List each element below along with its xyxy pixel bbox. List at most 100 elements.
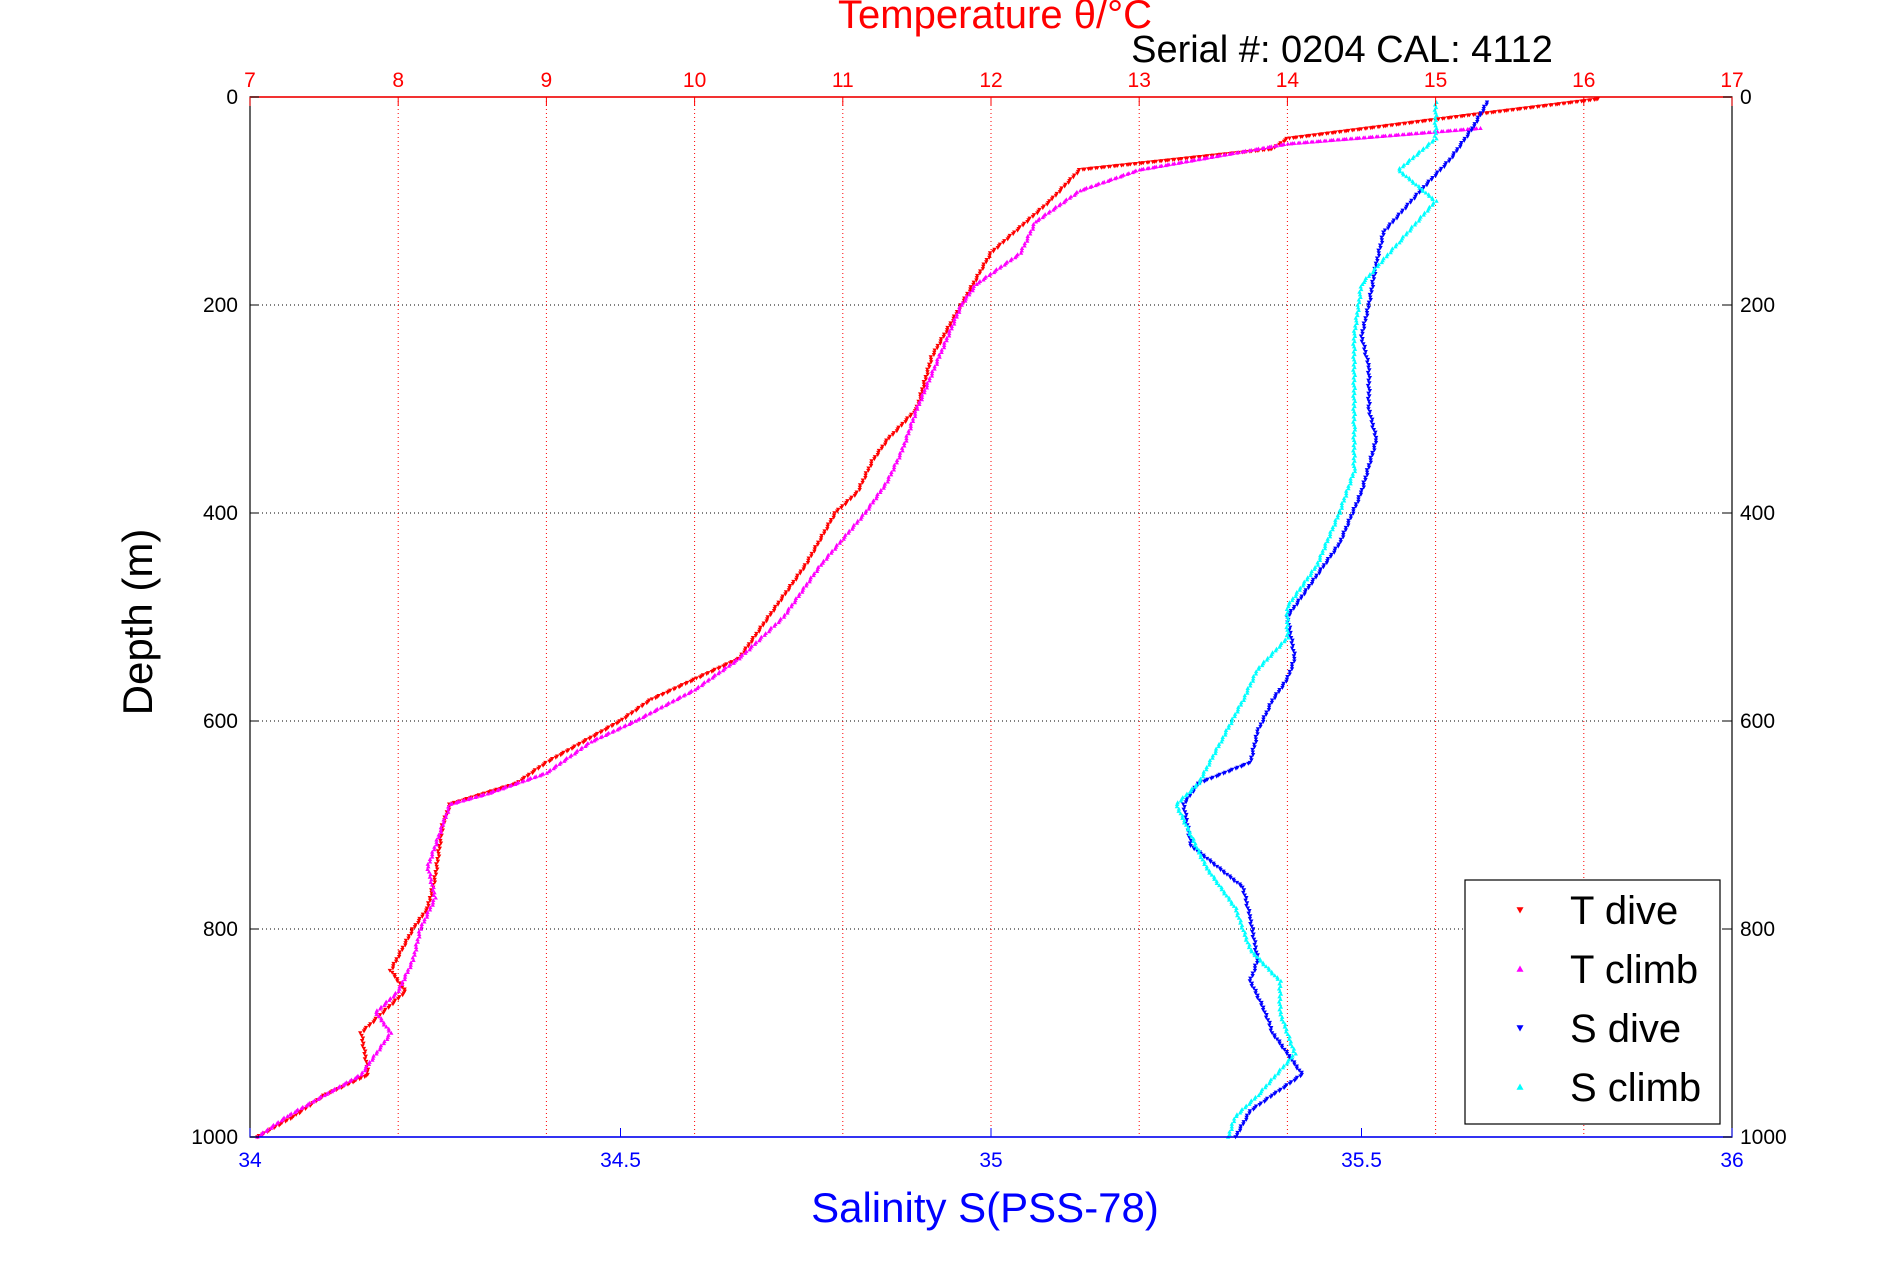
data-point — [377, 1006, 383, 1011]
data-point — [1348, 136, 1353, 141]
data-point — [378, 1043, 384, 1048]
data-point — [876, 450, 881, 455]
data-point — [1357, 292, 1363, 297]
data-point — [1275, 1071, 1281, 1076]
data-point — [1255, 958, 1260, 963]
data-point — [1332, 522, 1338, 527]
data-point — [1250, 753, 1256, 757]
data-point — [1361, 485, 1367, 490]
data-point — [1204, 866, 1210, 871]
data-point — [1272, 1035, 1277, 1040]
data-point — [432, 880, 438, 885]
data-point — [1176, 806, 1182, 811]
data-point — [433, 870, 438, 874]
data-point — [1381, 230, 1386, 235]
data-point — [981, 277, 986, 282]
data-point — [793, 598, 798, 603]
data-point — [391, 964, 396, 969]
data-point — [414, 947, 419, 952]
data-point — [1352, 458, 1357, 463]
data-point — [771, 609, 777, 613]
data-point — [598, 735, 603, 740]
data-point — [417, 916, 422, 921]
data-point — [1226, 725, 1231, 730]
data-point — [1367, 394, 1372, 399]
data-point — [436, 832, 441, 837]
data-point — [379, 1016, 384, 1021]
data-point — [974, 282, 979, 286]
data-point — [658, 705, 664, 710]
legend-label: T climb — [1570, 948, 1698, 992]
data-point — [991, 270, 997, 275]
data-point — [824, 556, 829, 561]
data-point — [1019, 246, 1025, 250]
data-point — [1248, 976, 1253, 981]
data-point — [1255, 727, 1261, 732]
data-point — [912, 414, 918, 419]
data-point — [1249, 947, 1254, 952]
data-point — [1241, 928, 1246, 932]
data-point — [919, 387, 925, 392]
data-point — [1291, 1049, 1296, 1054]
data-point — [1284, 1052, 1290, 1056]
data-point — [425, 867, 430, 871]
data-point — [384, 1024, 389, 1029]
data-point — [716, 671, 721, 676]
data-point — [1242, 693, 1247, 698]
data-point — [1235, 910, 1240, 915]
data-point — [1376, 253, 1382, 258]
data-point — [1367, 402, 1373, 406]
data-point — [1266, 708, 1272, 712]
x-bottom-tick-label: 34 — [238, 1149, 262, 1172]
data-point — [793, 596, 799, 601]
data-point — [1397, 240, 1402, 245]
data-point — [1368, 295, 1373, 300]
data-point — [1268, 1026, 1274, 1030]
data-point — [1257, 1103, 1262, 1107]
data-point — [1061, 200, 1067, 205]
data-point — [1204, 864, 1209, 869]
data-point — [1299, 594, 1304, 599]
data-point — [789, 602, 795, 607]
data-point — [1356, 297, 1362, 302]
data-point — [747, 647, 752, 652]
data-point — [1357, 289, 1362, 294]
data-point — [818, 562, 824, 567]
data-point — [1019, 248, 1024, 253]
data-point — [957, 309, 962, 314]
data-point — [1078, 188, 1083, 193]
data-point — [412, 950, 417, 955]
data-point — [922, 387, 927, 392]
data-point — [872, 455, 878, 460]
data-point — [1183, 800, 1189, 805]
data-point — [427, 907, 433, 912]
data-point — [1317, 558, 1323, 563]
data-point — [1250, 927, 1256, 932]
data-point — [1528, 105, 1533, 110]
data-point — [1284, 1027, 1289, 1032]
data-point — [440, 822, 446, 827]
data-point — [1100, 180, 1105, 185]
data-point — [1413, 194, 1418, 199]
data-point — [1291, 136, 1296, 141]
data-point — [304, 1103, 309, 1108]
data-point — [1071, 175, 1076, 180]
y-tick-label-left: 1000 — [191, 1126, 238, 1149]
data-point — [1364, 308, 1369, 313]
data-point — [1330, 524, 1335, 529]
data-point — [970, 288, 975, 293]
data-point — [1088, 184, 1093, 189]
data-point — [808, 575, 813, 580]
data-point — [1202, 779, 1207, 784]
data-point — [1317, 132, 1322, 137]
data-point — [1112, 176, 1118, 181]
data-point — [894, 460, 900, 465]
data-point — [1309, 569, 1314, 573]
data-point — [987, 273, 992, 278]
data-point — [980, 267, 986, 272]
data-point — [1411, 180, 1416, 185]
data-point — [1278, 991, 1284, 996]
data-point — [934, 361, 940, 366]
data-point — [882, 483, 887, 488]
data-point — [1355, 313, 1360, 318]
